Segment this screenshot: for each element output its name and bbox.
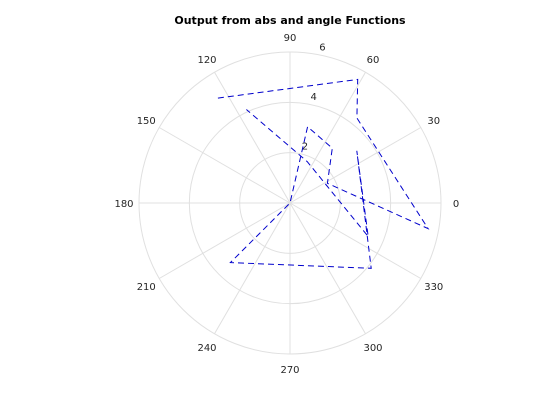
angle-tick-label: 180: [114, 199, 133, 210]
angular-grid-line: [289, 127, 422, 204]
radial-tick-labels: 2 4 6: [302, 42, 326, 152]
angle-tick-label: 90: [284, 33, 297, 44]
angle-tick-label: 30: [427, 116, 440, 127]
angular-grid-line: [214, 202, 291, 335]
angle-tick-label: 210: [137, 282, 156, 293]
angular-grid-line: [214, 71, 291, 204]
radial-tick-label: 4: [310, 92, 316, 103]
angular-grid-line: [158, 127, 291, 204]
angle-tick-label: 300: [363, 343, 382, 354]
angle-tick-labels: 0 30 60 90 120 150 180 210 240 270 300 330: [114, 33, 459, 376]
radial-tick-label: 6: [319, 42, 325, 53]
data-series: [217, 78, 430, 269]
polar-grid: [138, 51, 442, 355]
angle-tick-label: 240: [197, 343, 216, 354]
angle-tick-label: 150: [137, 116, 156, 127]
chart-title: Output from abs and angle Functions: [174, 14, 406, 27]
angle-tick-label: 60: [367, 55, 380, 66]
angle-tick-label: 330: [424, 282, 443, 293]
radial-tick-label: 2: [302, 141, 308, 152]
angular-grid-line: [289, 202, 366, 335]
angular-grid-line: [289, 71, 366, 204]
angular-grid-line: [158, 202, 291, 279]
angle-tick-label: 270: [280, 365, 299, 376]
series-line: [217, 78, 430, 269]
angle-tick-label: 120: [197, 55, 216, 66]
angle-tick-label: 0: [453, 199, 459, 210]
angular-grid-line: [289, 202, 422, 279]
